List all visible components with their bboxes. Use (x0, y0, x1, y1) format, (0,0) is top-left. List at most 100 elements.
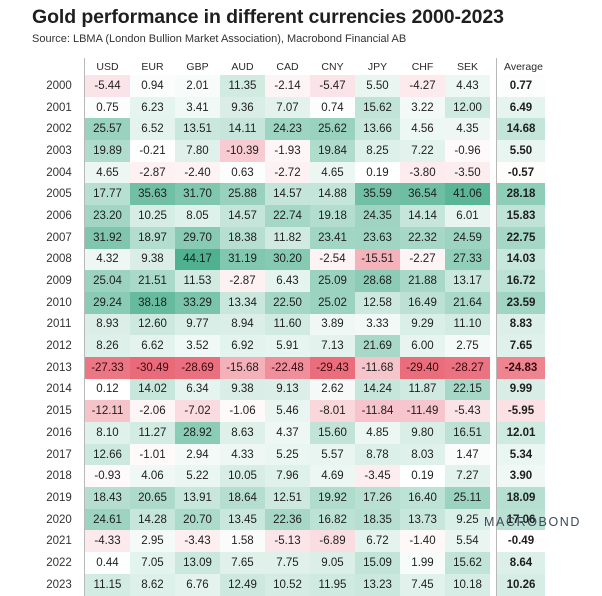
table-row: 2004 4.65 -2.87 -2.40 0.63 -2.72 4.65 0.19 -3.80… (34, 161, 545, 184)
year-label: 2002 (34, 118, 85, 141)
heatmap-cell: 4.06 (130, 465, 175, 488)
heatmap-cell: 35.59 (355, 183, 400, 206)
heatmap-cell: 8.26 (85, 335, 130, 357)
heatmap-cell: 6.92 (220, 335, 265, 357)
year-label: 2009 (34, 270, 85, 292)
heatmap-cell: 25.11 (445, 487, 490, 509)
heatmap-cell: 2.62 (310, 378, 355, 401)
heatmap-cell: 25.88 (220, 183, 265, 206)
heatmap-cell: 16.82 (310, 508, 355, 531)
heatmap-cell: 7.13 (310, 335, 355, 357)
heatmap-cell: 9.38 (130, 248, 175, 271)
average-cell: 14.68 (496, 118, 545, 141)
chart-subtitle: Source: LBMA (London Bullion Market Asso… (32, 33, 407, 45)
year-label: 2015 (34, 400, 85, 422)
heatmap-cell: 22.15 (445, 378, 490, 401)
heatmap-cell: 19.89 (85, 140, 130, 162)
average-cell: 10.26 (496, 573, 545, 596)
heatmap-cell: -2.87 (130, 161, 175, 184)
heatmap-cell: 5.54 (445, 530, 490, 553)
heatmap-cell: 2.94 (175, 443, 220, 466)
heatmap-cell: 11.10 (445, 313, 490, 336)
table-row: 2023 11.15 8.62 6.76 12.49 10.52 11.95 13.23 7.4… (34, 573, 545, 596)
heatmap-cell: 7.80 (175, 140, 220, 162)
heatmap-cell: 6.52 (130, 118, 175, 141)
average-cell: -0.49 (496, 530, 545, 553)
heatmap-cell: 11.53 (175, 270, 220, 292)
heatmap-cell: 4.37 (265, 422, 310, 444)
heatmap-cell: 21.69 (355, 335, 400, 357)
heatmap-cell: 11.87 (400, 378, 445, 401)
heatmap-cell: 17.77 (85, 183, 130, 206)
macrobond-logo: MACROBOND (484, 515, 581, 529)
heatmap-cell: 15.60 (310, 422, 355, 444)
heatmap-cell: -3.43 (175, 530, 220, 553)
heatmap-cell: 8.94 (220, 313, 265, 336)
heatmap-cell: -8.01 (310, 400, 355, 422)
heatmap-cell: 9.38 (220, 378, 265, 401)
heatmap-cell: -2.14 (265, 75, 310, 97)
heatmap-cell: 6.62 (130, 335, 175, 357)
heatmap-cell: 17.26 (355, 487, 400, 509)
table-row: 2006 23.20 10.25 8.05 14.57 22.74 19.18 24.35 14… (34, 205, 545, 227)
heatmap-cell: 11.60 (265, 313, 310, 336)
table-row: 2001 0.75 6.23 3.41 9.36 7.07 0.74 15.62 3.22 12.… (34, 96, 545, 119)
heatmap-cell: 31.70 (175, 183, 220, 206)
year-label: 2023 (34, 573, 85, 596)
heatmap-cell: -12.11 (85, 400, 130, 422)
heatmap-cell: 9.05 (310, 552, 355, 574)
heatmap-cell: 22.32 (400, 226, 445, 249)
average-cell: 3.90 (496, 465, 545, 488)
column-header-eur: EUR (141, 60, 164, 73)
table-row: 2005 17.77 35.63 31.70 25.88 14.57 14.88 35.59 3… (34, 183, 545, 206)
heatmap-cell: 1.58 (220, 530, 265, 553)
heatmap-cell: 14.57 (220, 205, 265, 227)
heatmap-cell: 2.75 (445, 335, 490, 357)
average-cell: 8.64 (496, 552, 545, 574)
heatmap-cell: 5.57 (310, 443, 355, 466)
heatmap-cell: 13.23 (355, 573, 400, 596)
table-row: 2012 8.26 6.62 3.52 6.92 5.91 7.13 21.69 6.00 2.7… (34, 335, 545, 357)
heatmap-cell: 10.05 (220, 465, 265, 488)
average-cell: 12.01 (496, 422, 545, 444)
heatmap-cell: 5.46 (265, 400, 310, 422)
table-row: 2018 -0.93 4.06 5.22 10.05 7.96 4.69 -3.45 0.19 7… (34, 465, 545, 488)
year-label: 2001 (34, 96, 85, 119)
heatmap-cell: -10.39 (220, 140, 265, 162)
heatmap-cell: 5.91 (265, 335, 310, 357)
heatmap-cell: 9.77 (175, 313, 220, 336)
chart-title: Gold performance in different currencies… (32, 6, 504, 28)
heatmap-cell: -30.49 (130, 356, 175, 379)
heatmap-cell: 7.07 (265, 96, 310, 119)
heatmap-cell: 12.49 (220, 573, 265, 596)
heatmap-cell: 0.19 (355, 161, 400, 184)
heatmap-cell: 0.19 (400, 465, 445, 488)
heatmap-cell: -1.40 (400, 530, 445, 553)
heatmap-cell: 11.82 (265, 226, 310, 249)
heatmap-cell: 7.27 (445, 465, 490, 488)
year-label: 2013 (34, 356, 85, 379)
table-row: 2019 18.43 20.65 13.91 18.64 12.51 19.92 17.26 1… (34, 487, 545, 509)
heatmap-cell: -5.13 (265, 530, 310, 553)
heatmap-cell: 20.65 (130, 487, 175, 509)
heatmap-table: USD EUR GBP AUD CAD CNY JPY CHF SEK Average 2000-… (34, 58, 545, 596)
heatmap-cell: 4.33 (220, 443, 265, 466)
heatmap-cell: 18.64 (220, 487, 265, 509)
heatmap-cell: 25.02 (310, 291, 355, 314)
heatmap-cell: 11.35 (220, 75, 265, 97)
heatmap-cell: 25.62 (310, 118, 355, 141)
column-header-aud: AUD (231, 60, 254, 73)
heatmap-cell: 25.04 (85, 270, 130, 292)
heatmap-cell: 20.70 (175, 508, 220, 531)
heatmap-cell: -2.72 (265, 161, 310, 184)
average-cell: 6.49 (496, 96, 545, 119)
table-row: 2007 31.92 18.97 29.70 18.38 11.82 23.41 23.63 2… (34, 226, 545, 249)
heatmap-cell: 12.66 (85, 443, 130, 466)
heatmap-cell: -1.01 (130, 443, 175, 466)
column-header-chf: CHF (411, 60, 434, 73)
heatmap-cell: 7.96 (265, 465, 310, 488)
heatmap-cell: 4.32 (85, 248, 130, 271)
heatmap-cell: -5.43 (445, 400, 490, 422)
heatmap-cell: 13.45 (220, 508, 265, 531)
heatmap-cell: 3.41 (175, 96, 220, 119)
